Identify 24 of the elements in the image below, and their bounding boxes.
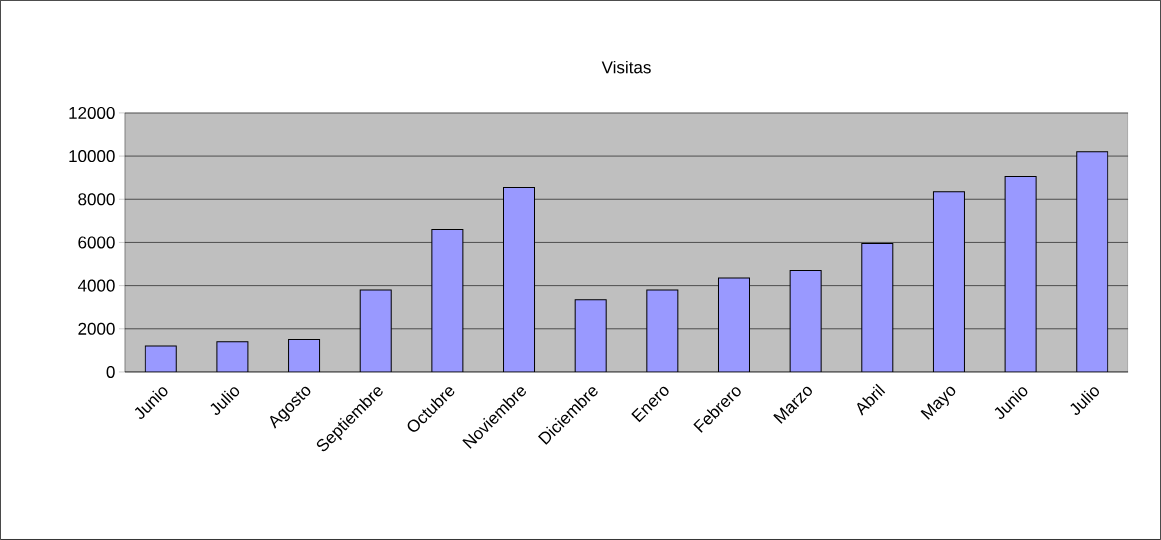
bar [574,299,607,373]
bar [431,229,464,373]
y-tick-label: 10000 [69,150,115,163]
y-tick-label: 12000 [69,106,115,119]
bar [789,270,822,373]
chart-title: Visitas [601,60,651,74]
bar [144,345,177,373]
bar [359,289,392,373]
bar [503,186,536,373]
y-tick-label: 2000 [78,322,115,335]
x-tick-label: Julio [210,387,240,416]
bar [1004,176,1037,373]
x-tick-label: Julio [1070,387,1100,416]
bar [932,191,965,373]
y-tick-label: 8000 [78,193,115,206]
y-tick-label: 4000 [77,279,115,292]
y-tick-label: 0 [106,365,115,379]
bar [1076,151,1109,373]
y-tick-label: 6000 [78,236,115,249]
bar [646,289,679,373]
bar [717,277,750,373]
bar [216,341,249,373]
bar [288,339,321,373]
bar [861,243,894,373]
